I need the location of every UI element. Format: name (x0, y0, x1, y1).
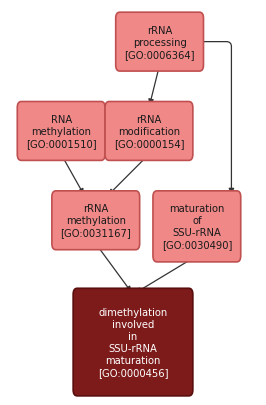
Text: RNA
methylation
[GO:0001510]: RNA methylation [GO:0001510] (26, 115, 97, 149)
FancyBboxPatch shape (153, 192, 241, 262)
Text: rRNA
methylation
[GO:0031167]: rRNA methylation [GO:0031167] (60, 204, 131, 238)
FancyBboxPatch shape (73, 288, 193, 396)
FancyBboxPatch shape (17, 102, 105, 161)
FancyBboxPatch shape (52, 191, 140, 250)
Text: maturation
of
SSU-rRNA
[GO:0030490]: maturation of SSU-rRNA [GO:0030490] (162, 204, 232, 250)
Text: rRNA
modification
[GO:0000154]: rRNA modification [GO:0000154] (114, 115, 184, 149)
Text: dimethylation
involved
in
SSU-rRNA
maturation
[GO:0000456]: dimethylation involved in SSU-rRNA matur… (98, 307, 168, 377)
FancyBboxPatch shape (116, 13, 203, 72)
Text: rRNA
processing
[GO:0006364]: rRNA processing [GO:0006364] (124, 26, 195, 60)
FancyBboxPatch shape (105, 102, 193, 161)
